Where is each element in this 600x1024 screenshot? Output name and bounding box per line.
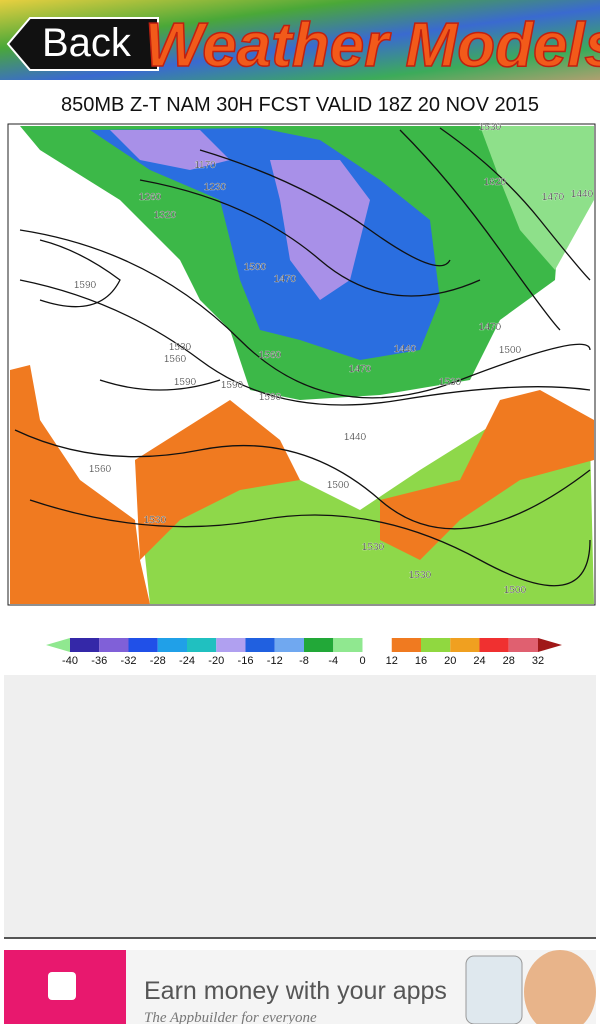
legend-label: 16 bbox=[415, 655, 427, 667]
header-title: Weather Models bbox=[145, 11, 600, 80]
contour-label: 1530 bbox=[362, 542, 385, 553]
back-label[interactable]: Back bbox=[42, 21, 132, 65]
legend-swatch bbox=[99, 638, 129, 652]
legend-swatch bbox=[157, 638, 187, 652]
legend-label: -32 bbox=[121, 655, 137, 667]
contour-label: 1470 bbox=[479, 322, 502, 333]
legend-label: 24 bbox=[473, 655, 485, 667]
contour-label: 1500 bbox=[504, 585, 527, 596]
cold-region bbox=[110, 130, 230, 170]
legend-swatch bbox=[274, 638, 304, 652]
legend-swatch bbox=[479, 638, 509, 652]
legend-label: -24 bbox=[179, 655, 195, 667]
legend-label: -28 bbox=[150, 655, 166, 667]
legend-label: -20 bbox=[208, 655, 224, 667]
legend-swatch bbox=[304, 638, 334, 652]
ad-logo-icon bbox=[48, 972, 76, 1000]
legend-swatch bbox=[333, 638, 363, 652]
contour-label: 1560 bbox=[259, 350, 282, 361]
contour-label: 1530 bbox=[144, 515, 167, 526]
contour-label: 1470 bbox=[542, 192, 565, 203]
contour-label: 1590 bbox=[74, 280, 97, 291]
legend-label: 0 bbox=[359, 655, 365, 667]
contour-label: 1170 bbox=[194, 160, 216, 171]
legend-label: -8 bbox=[299, 655, 309, 667]
legend-swatch bbox=[391, 638, 421, 652]
warm-region bbox=[135, 400, 300, 560]
contour-label: 1260 bbox=[139, 192, 162, 203]
weather-map: 1530 1620 1470 1440 1170 1230 1260 1320 1590 1530… bbox=[7, 122, 596, 606]
legend-label: 12 bbox=[386, 655, 398, 667]
legend-label: -40 bbox=[62, 655, 78, 667]
contour-label: 1530 bbox=[479, 122, 502, 133]
contour-label: 1500 bbox=[244, 262, 267, 273]
legend-arrow bbox=[46, 638, 70, 652]
back-shape[interactable] bbox=[6, 17, 159, 71]
map-title: 850MB Z-T NAM 30H FCST VALID 18Z 20 NOV … bbox=[61, 94, 539, 116]
contour-label: 1500 bbox=[499, 345, 522, 356]
legend-label: -16 bbox=[238, 655, 254, 667]
contour-label: 1590 bbox=[221, 380, 244, 391]
legend-label: -4 bbox=[328, 655, 338, 667]
ad-person bbox=[524, 950, 596, 1024]
legend-swatch bbox=[70, 638, 100, 652]
contour-label: 1500 bbox=[327, 480, 350, 491]
contour-label: 1590 bbox=[259, 392, 282, 403]
ad-banner[interactable]: Earn money with your apps The Appbuilder… bbox=[4, 950, 596, 1024]
legend-label: -12 bbox=[267, 655, 283, 667]
ad-phone bbox=[465, 955, 523, 1024]
legend-swatch bbox=[187, 638, 217, 652]
contour-label: 1230 bbox=[204, 182, 227, 193]
legend-swatch bbox=[450, 638, 480, 652]
cold-region bbox=[270, 160, 370, 300]
contour-label: 1530 bbox=[439, 377, 462, 388]
back-button[interactable]: Back bbox=[6, 17, 159, 71]
warm-region bbox=[10, 365, 150, 604]
contour-label: 1440 bbox=[394, 344, 417, 355]
contour-label: 1440 bbox=[344, 432, 367, 443]
contour-label: 1530 bbox=[169, 342, 192, 353]
warm-region bbox=[380, 390, 594, 560]
legend-label: -36 bbox=[91, 655, 107, 667]
cool-region bbox=[480, 126, 594, 270]
blank-panel bbox=[4, 675, 596, 937]
legend-arrow bbox=[538, 638, 562, 652]
legend-label: 32 bbox=[532, 655, 544, 667]
legend-swatch bbox=[128, 638, 158, 652]
legend-swatch bbox=[421, 638, 451, 652]
contour-label: 1560 bbox=[164, 354, 187, 365]
contour-label: 1620 bbox=[484, 177, 507, 188]
contour-label: 1560 bbox=[89, 464, 112, 475]
contour-label: 1470 bbox=[349, 364, 372, 375]
legend-swatch bbox=[362, 638, 392, 652]
ad-headline[interactable]: Earn money with your apps bbox=[144, 977, 447, 1005]
legend-swatch bbox=[508, 638, 538, 652]
legend-swatch bbox=[245, 638, 275, 652]
contour-label: 1590 bbox=[174, 377, 197, 388]
ad-tagline[interactable]: The Appbuilder for everyone bbox=[144, 1010, 317, 1024]
contour-label: 1470 bbox=[274, 274, 297, 285]
contours bbox=[14, 127, 591, 587]
contour-label: 1440 bbox=[571, 189, 594, 200]
contour-label: 1530 bbox=[409, 570, 432, 581]
color-legend: -40 -36 -32 -28 -24 -20 -16 -12 -8 -4 0 12 16 20 24 28 3… bbox=[46, 638, 562, 667]
legend-label: 28 bbox=[503, 655, 515, 667]
contour-label: 1320 bbox=[154, 210, 177, 221]
legend-swatch bbox=[216, 638, 246, 652]
legend-label: 20 bbox=[444, 655, 456, 667]
